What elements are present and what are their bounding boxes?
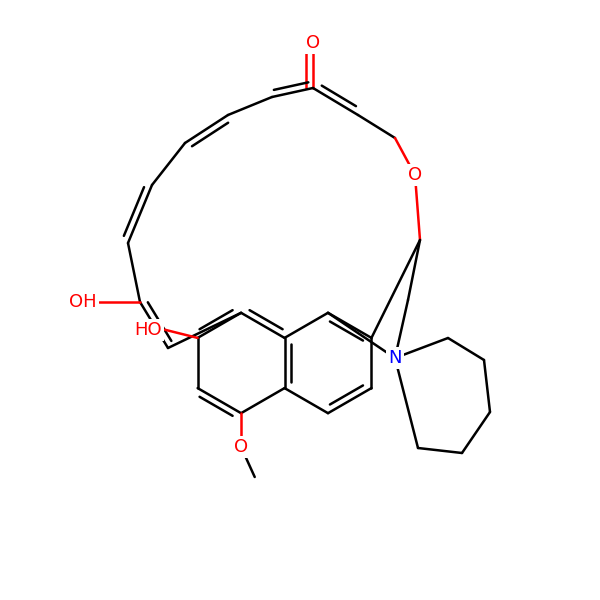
Text: O: O bbox=[234, 438, 248, 456]
Text: OH: OH bbox=[69, 293, 97, 311]
Text: HO: HO bbox=[134, 321, 162, 339]
Text: O: O bbox=[306, 34, 320, 52]
Text: N: N bbox=[388, 349, 402, 367]
Text: O: O bbox=[408, 166, 422, 184]
